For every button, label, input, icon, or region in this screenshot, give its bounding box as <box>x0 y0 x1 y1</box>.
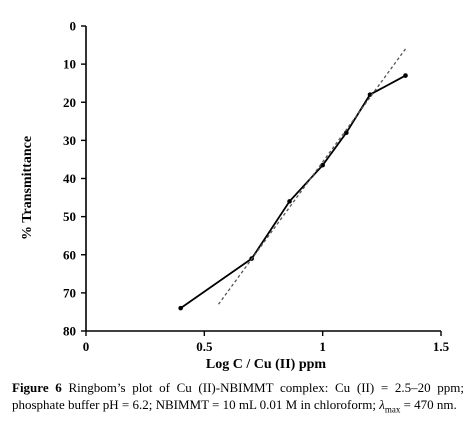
y-axis-title: % Transmittance <box>20 136 35 240</box>
y-tick-label: 60 <box>63 247 76 262</box>
y-tick-label: 70 <box>63 285 76 300</box>
x-tick-label: 0.5 <box>196 339 213 354</box>
x-tick-label: 1.5 <box>433 339 450 354</box>
data-point <box>403 73 408 78</box>
y-tick-label: 80 <box>63 324 76 339</box>
caption-label: Figure 6 <box>12 380 62 395</box>
x-tick-label: 0 <box>83 339 90 354</box>
x-tick-label: 1 <box>319 339 326 354</box>
lambda-subscript: max <box>384 404 401 415</box>
x-axis-title: Log C / Cu (II) ppm <box>206 357 327 372</box>
y-tick-label: 10 <box>63 57 76 72</box>
data-point <box>344 130 349 136</box>
y-tick-label: 0 <box>70 19 77 34</box>
axis-ticks: 0 10 20 30 40 50 60 70 80 0 0.5 1 1.5 <box>63 19 450 355</box>
y-tick-label: 40 <box>63 171 76 186</box>
y-tick-label: 20 <box>63 95 76 110</box>
plot-area <box>178 48 408 311</box>
y-tick-label: 50 <box>63 209 76 224</box>
figure-caption: Figure 6 Ringbom’s plot of Cu (II)-NBIMM… <box>12 379 464 415</box>
y-tick-label: 30 <box>63 133 76 148</box>
ringbom-plot: 0 10 20 30 40 50 60 70 80 0 0.5 1 1.5 % Transmittanc… <box>20 19 450 373</box>
data-line <box>180 74 406 309</box>
data-point <box>287 199 292 204</box>
lambda-value: = 470 nm. <box>403 397 457 412</box>
caption-text: Ringbom’s plot of Cu (II)-NBIMMT complex… <box>12 380 464 412</box>
data-point <box>178 305 183 311</box>
data-point <box>320 162 325 168</box>
lambda-symbol: λ <box>379 397 385 412</box>
data-point <box>367 92 373 97</box>
